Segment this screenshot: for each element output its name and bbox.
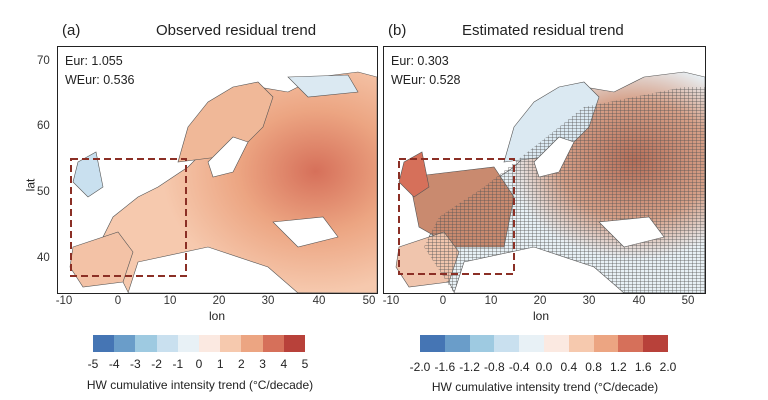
x-tick-label: -10 xyxy=(382,295,400,307)
colorbar-tick-label: 2 xyxy=(238,357,245,371)
colorbar-tick-label: 1.6 xyxy=(634,360,652,374)
y-tick-label: 40 xyxy=(37,252,50,264)
colorbar-tick-label: 0 xyxy=(195,357,203,371)
colorbar-tick-label: 4 xyxy=(280,357,288,371)
x-tick-label: 50 xyxy=(681,295,695,307)
colorbar-tick-label: 1.2 xyxy=(610,360,627,374)
x-tick-label: 10 xyxy=(163,295,177,307)
x-tick-label: 20 xyxy=(212,295,226,307)
x-tick-label: 50 xyxy=(362,295,376,307)
western-europe-box xyxy=(398,158,515,275)
x-axis-label-a: lon xyxy=(209,309,226,323)
colorbar-tick-label: 3 xyxy=(259,357,266,371)
colorbar-tick-label: 5 xyxy=(301,357,309,371)
colorbar-a-title: HW cumulative intensity trend (°C/decade… xyxy=(86,378,314,392)
colorbar-b xyxy=(420,335,668,352)
colorbar-tick-label: -2 xyxy=(151,357,162,371)
mediterranean-sea xyxy=(453,246,625,293)
colorbar-tick-label: 0.0 xyxy=(535,360,553,374)
colorbar-swatch xyxy=(543,335,569,352)
x-tick-label: 30 xyxy=(261,295,275,307)
colorbar-swatch xyxy=(618,335,644,352)
panel-a-title: Observed residual trend xyxy=(156,22,317,39)
panel-b-map: Eur: 0.303 WEur: 0.528 xyxy=(383,46,706,294)
colorbar-swatch xyxy=(469,335,495,352)
colorbar-swatch xyxy=(568,335,594,352)
map-a-svg xyxy=(69,71,377,293)
colorbar-tick-label: -1.2 xyxy=(459,360,480,374)
colorbar-tick-label: -3 xyxy=(130,357,141,371)
y-tick-label: 60 xyxy=(37,120,50,132)
colorbar-swatch xyxy=(135,335,157,352)
western-europe-box xyxy=(70,158,187,277)
panel-b-title: Estimated residual trend xyxy=(462,22,624,39)
colorbar-swatch xyxy=(220,335,242,352)
colorbar-tick-label: -1 xyxy=(172,357,184,371)
colorbar-swatch xyxy=(283,335,306,352)
x-tick-label: 30 xyxy=(582,295,596,307)
colorbar-swatch xyxy=(593,335,619,352)
panel-b-label: (b) xyxy=(388,22,407,39)
colorbar-swatch xyxy=(420,335,445,352)
colorbar-swatch xyxy=(199,335,221,352)
colorbar-swatch xyxy=(93,335,115,352)
y-axis-label: lat xyxy=(23,178,38,192)
colorbar-tick-label: -5 xyxy=(87,357,99,371)
y-tick-label: 50 xyxy=(37,186,50,198)
stat-eur: Eur: 0.303 xyxy=(391,54,449,68)
colorbar-tick-label: 0.4 xyxy=(560,360,578,374)
colorbar-swatch xyxy=(643,335,668,352)
colorbar-swatch xyxy=(177,335,200,352)
stat-weur: WEur: 0.536 xyxy=(65,73,135,87)
x-axis-label-b: lon xyxy=(533,309,550,323)
colorbar-tick-label: -0.4 xyxy=(508,360,530,374)
colorbar-swatch xyxy=(241,335,263,352)
colorbar-tick-label: -0.8 xyxy=(484,360,505,374)
colorbar-swatch xyxy=(519,335,544,352)
colorbar-swatch xyxy=(114,335,136,352)
black-sea xyxy=(272,216,339,248)
panel-b-stats: Eur: 0.303 WEur: 0.528 xyxy=(391,52,460,90)
x-tick-label: -10 xyxy=(55,295,73,307)
colorbar-tick-label: 1 xyxy=(216,357,224,371)
x-tick-label: 20 xyxy=(533,295,547,307)
x-tick-label: 0 xyxy=(114,295,122,307)
colorbar-tick-label: -2.0 xyxy=(409,360,431,374)
kola-blue xyxy=(287,74,359,98)
baltic-sea xyxy=(207,136,249,178)
colorbar-tick-label: -1.6 xyxy=(434,360,456,374)
map-b-svg xyxy=(395,71,705,293)
stat-weur: WEur: 0.528 xyxy=(391,73,461,87)
colorbar-tick-label: -4 xyxy=(108,357,120,371)
x-tick-label: 40 xyxy=(632,295,646,307)
x-tick-label: 10 xyxy=(484,295,498,307)
black-sea xyxy=(598,216,665,248)
colorbar-tick-label: 2.0 xyxy=(659,360,677,374)
british-isles xyxy=(72,151,104,198)
panel-a-map: Eur: 1.055 WEur: 0.536 xyxy=(57,46,378,294)
colorbar-swatch xyxy=(262,335,284,352)
stat-eur: Eur: 1.055 xyxy=(65,54,123,68)
colorbar-swatch xyxy=(444,335,470,352)
x-tick-label: 0 xyxy=(439,295,447,307)
colorbar-swatch xyxy=(494,335,520,352)
baltic-sea xyxy=(533,136,575,178)
colorbar-a xyxy=(93,335,306,352)
y-tick-label: 70 xyxy=(37,55,50,67)
colorbar-swatch xyxy=(156,335,178,352)
colorbar-tick-label: 0.8 xyxy=(585,360,602,374)
mediterranean-sea xyxy=(127,246,299,293)
panel-a-stats: Eur: 1.055 WEur: 0.536 xyxy=(65,52,134,90)
colorbar-b-title: HW cumulative intensity trend (°C/decade… xyxy=(431,380,659,394)
iberia xyxy=(69,231,134,288)
panel-a-label: (a) xyxy=(62,22,81,39)
x-tick-label: 40 xyxy=(312,295,326,307)
